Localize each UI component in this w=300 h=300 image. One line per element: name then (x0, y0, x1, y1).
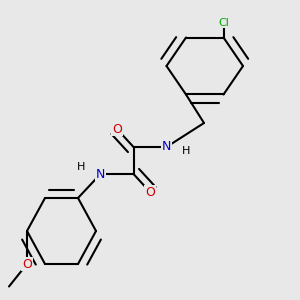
Text: Cl: Cl (218, 17, 229, 28)
Text: O: O (145, 185, 155, 199)
Text: N: N (162, 140, 171, 154)
Text: H: H (77, 161, 85, 172)
Text: H: H (182, 146, 190, 157)
Text: O: O (112, 122, 122, 136)
Text: N: N (96, 167, 105, 181)
Text: O: O (22, 257, 32, 271)
